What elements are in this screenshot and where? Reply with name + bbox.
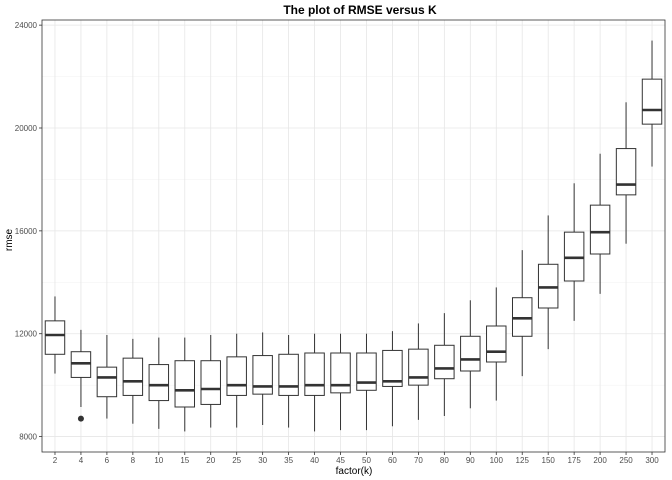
x-tick-label: 60 [388,456,397,465]
y-tick-label: 20000 [15,124,38,133]
x-tick-label: 300 [645,456,659,465]
box-k-50 [356,333,377,431]
box-k-80 [434,313,455,416]
box-k-15 [174,337,196,432]
box-k-6 [96,335,118,419]
box-iqr [148,364,170,402]
box-iqr [174,360,196,408]
x-tick-label: 20 [206,456,215,465]
box-k-200 [589,153,611,294]
x-tick-label: 15 [180,456,189,465]
x-tick-label: 40 [310,456,319,465]
y-tick-label: 16000 [15,227,38,236]
outlier-point [77,415,84,422]
boxes-layer [44,40,663,432]
box-k-125 [511,250,533,377]
box-iqr [44,320,66,355]
box-iqr [434,344,455,380]
x-tick-label: 2 [53,456,58,465]
plot-panel [42,20,665,452]
x-tick-label: 70 [414,456,423,465]
box-iqr [96,366,118,398]
box-k-8 [122,338,144,424]
x-tick-label: 6 [105,456,110,465]
box-k-40 [304,333,325,432]
box-k-60 [382,331,403,427]
box-k-10 [148,337,170,429]
y-tick-label: 8000 [19,433,37,442]
x-tick-label: 100 [490,456,504,465]
x-tick-label: 4 [79,456,84,465]
x-axis: 2 4 6 8 10 15 20 25 30 35 40 45 50 60 70 80 90 100 125 150 1… [53,452,659,465]
x-tick-label: 45 [336,456,345,465]
box-iqr [486,325,507,363]
box-k-35 [278,335,299,428]
box-iqr [252,355,273,395]
box-iqr [330,352,351,394]
box-k-90 [460,300,481,409]
box-iqr [589,204,611,255]
panel-border [41,19,666,453]
box-k-4 [70,329,92,422]
box-iqr [226,356,247,396]
y-tick-label: 24000 [15,21,38,30]
x-tick-label: 150 [542,456,556,465]
x-tick-label: 200 [593,456,607,465]
box-k-25 [226,333,247,428]
box-k-300 [641,40,663,167]
box-iqr [304,352,325,396]
x-tick-label: 175 [567,456,581,465]
x-tick-label: 25 [232,456,241,465]
box-k-2 [44,296,66,374]
box-iqr [122,357,144,396]
x-tick-label: 35 [284,456,293,465]
box-iqr [641,78,663,125]
box-iqr [382,349,403,387]
x-tick-label: 10 [154,456,163,465]
x-tick-label: 30 [258,456,267,465]
box-k-100 [486,287,507,401]
box-k-250 [615,102,637,244]
chart-title: The plot of RMSE versus K [283,3,437,17]
x-axis-title: factor(k) [336,466,373,477]
y-axis: 8000 12000 16000 20000 24000 [15,21,42,442]
box-k-45 [330,333,351,431]
box-iqr [615,148,637,196]
box-k-20 [200,335,221,428]
x-tick-label: 8 [131,456,136,465]
x-tick-label: 250 [619,456,633,465]
y-tick-label: 12000 [15,330,38,339]
y-axis-title: rmse [4,228,15,251]
box-iqr [356,352,377,391]
x-tick-label: 90 [466,456,475,465]
box-iqr [200,360,221,405]
x-tick-label: 125 [516,456,530,465]
box-iqr [278,353,299,396]
x-tick-label: 80 [440,456,449,465]
box-k-150 [537,215,559,350]
box-k-70 [408,323,429,420]
box-iqr [460,335,481,372]
box-k-175 [563,183,585,321]
x-tick-label: 50 [362,456,371,465]
box-k-30 [252,332,273,425]
box-iqr [408,348,429,386]
